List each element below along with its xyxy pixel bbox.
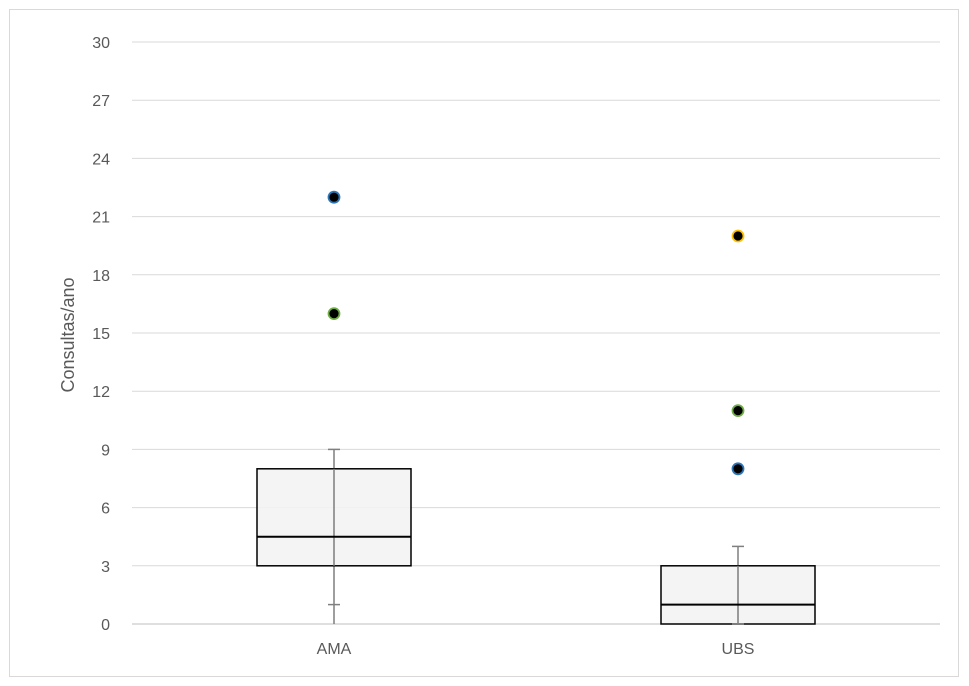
y-tick-label: 15	[92, 326, 110, 343]
outlier-point	[731, 462, 745, 476]
y-tick-label: 27	[92, 93, 110, 110]
y-tick-label: 24	[92, 151, 110, 168]
y-tick-label: 18	[92, 268, 110, 285]
chart-frame: Consultas/ano 0 3 6 9 12 15 18 21 24 27 30 AMA UBS	[9, 9, 959, 677]
outlier-point	[731, 404, 745, 418]
box-ubs	[660, 229, 816, 625]
y-tick-label: 12	[92, 384, 110, 401]
box-ama	[256, 190, 412, 624]
outlier-point	[327, 307, 341, 321]
x-tick-label-ama: AMA	[317, 641, 352, 658]
outlier-point	[731, 229, 745, 243]
gridlines	[132, 41, 940, 625]
y-tick-label: 0	[101, 617, 110, 634]
y-tick-labels: 0 3 6 9 12 15 18 21 24 27 30	[92, 35, 110, 634]
y-axis-title: Consultas/ano	[58, 277, 78, 392]
y-tick-label: 30	[92, 35, 110, 52]
box-plot: Consultas/ano 0 3 6 9 12 15 18 21 24 27 30 AMA UBS	[58, 35, 940, 658]
y-tick-label: 6	[101, 501, 110, 518]
x-tick-label-ubs: UBS	[722, 641, 755, 658]
x-tick-labels: AMA UBS	[317, 641, 755, 658]
outlier-point	[327, 190, 341, 204]
y-tick-label: 9	[101, 442, 110, 459]
y-tick-label: 3	[101, 559, 110, 576]
boxes	[256, 190, 816, 625]
y-tick-label: 21	[92, 210, 110, 227]
